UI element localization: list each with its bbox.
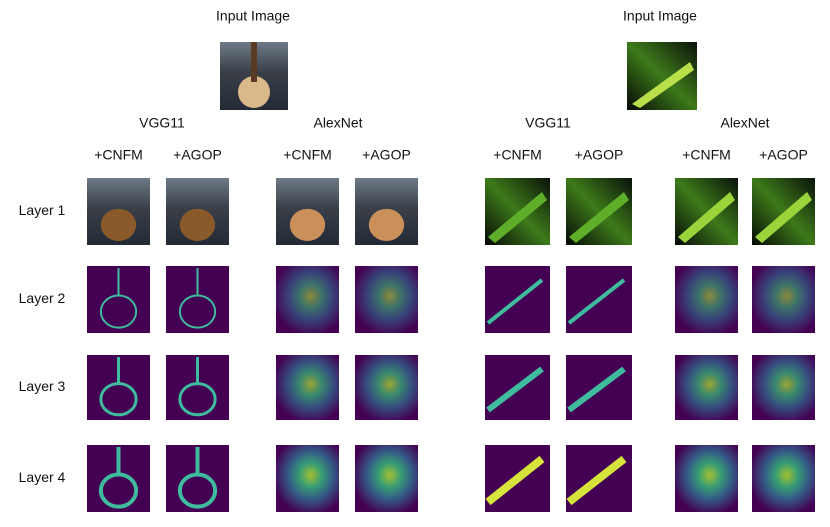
layer-image-detail	[678, 192, 735, 243]
feature-map-heat	[752, 355, 815, 420]
column-label: +AGOP	[759, 147, 808, 163]
column-label: +AGOP	[575, 147, 624, 163]
feature-map-heat	[355, 355, 418, 420]
feature-map-heat	[675, 266, 738, 333]
feature-map-edge	[486, 278, 544, 325]
row-label: Layer 4	[19, 469, 66, 485]
layer-image-detail	[755, 192, 812, 243]
panel-title: Input Image	[623, 8, 697, 24]
row-label: Layer 3	[19, 378, 66, 394]
feature-map-heat	[752, 266, 815, 333]
row-label: Layer 2	[19, 290, 66, 306]
input-image-detail	[238, 76, 270, 108]
feature-map-heat	[276, 355, 339, 420]
feature-map-heat	[355, 266, 418, 333]
input-image-detail	[251, 42, 257, 82]
model-name: VGG11	[525, 115, 571, 131]
layer-image-detail	[488, 192, 547, 243]
column-label: +AGOP	[362, 147, 411, 163]
feature-map-heat	[355, 445, 418, 512]
column-label: +CNFM	[682, 147, 731, 163]
feature-map-heat	[276, 266, 339, 333]
row-label: Layer 1	[19, 202, 66, 218]
model-name: AlexNet	[313, 115, 362, 131]
feature-map-edge	[567, 278, 626, 325]
feature-map-heat	[752, 445, 815, 512]
layer-image-detail	[179, 208, 216, 241]
model-name: VGG11	[139, 115, 185, 131]
model-name: AlexNet	[720, 115, 769, 131]
feature-map-edge	[566, 455, 627, 506]
input-image	[627, 42, 697, 110]
feature-map-heat	[675, 355, 738, 420]
feature-map-edge	[485, 455, 545, 506]
column-label: +CNFM	[493, 147, 542, 163]
layer-image-detail	[100, 208, 137, 241]
layer-image-detail	[289, 208, 326, 241]
feature-map-heat	[675, 445, 738, 512]
column-label: +AGOP	[173, 147, 222, 163]
feature-map-heat	[276, 445, 339, 512]
feature-map-edge	[486, 366, 544, 413]
column-label: +CNFM	[283, 147, 332, 163]
layer-image-detail	[569, 192, 629, 243]
panel-title: Input Image	[216, 8, 290, 24]
layer-image-detail	[368, 208, 405, 241]
input-image-detail	[632, 62, 694, 108]
feature-map-edge	[567, 366, 626, 413]
column-label: +CNFM	[94, 147, 143, 163]
